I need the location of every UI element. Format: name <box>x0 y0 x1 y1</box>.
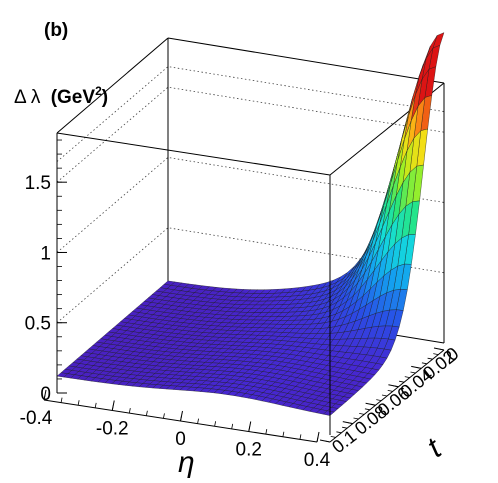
z-axis-symbol: Δ λ <box>14 87 41 108</box>
x-tick-label: 0.4 <box>304 450 331 471</box>
x-tick-label: 0.2 <box>236 440 262 461</box>
t-minor-tick <box>433 353 439 355</box>
x-tick-label: 0 <box>175 429 186 450</box>
t-minor-tick <box>364 408 370 411</box>
x-minor-tick <box>316 436 319 443</box>
z-axis-unit: (GeV <box>51 87 96 108</box>
z-gridline <box>56 157 445 253</box>
t-minor-tick <box>381 394 388 397</box>
x-minor-tick <box>299 434 302 440</box>
x-minor-tick <box>163 413 165 419</box>
z-axis-unit-sup: 2 <box>95 84 102 98</box>
t-minor-tick <box>342 426 348 429</box>
x-minor-tick <box>180 415 182 422</box>
gridlines <box>56 66 445 324</box>
z-gridline <box>56 227 445 324</box>
t-tick-label: 0.1 <box>328 426 360 457</box>
t-minor-tick <box>359 413 365 415</box>
t-minor-tick <box>353 417 359 420</box>
x-minor-tick <box>145 410 148 416</box>
t-minor-tick <box>410 371 416 374</box>
x-minor-tick <box>282 431 285 437</box>
t-minor-tick <box>347 422 353 424</box>
t-minor-tick <box>421 362 427 365</box>
z-tick-label: 1.5 <box>25 173 51 194</box>
x-minor-tick <box>214 421 217 427</box>
x-tick-label: -0.2 <box>96 419 129 440</box>
z-axis-title: Δ λ (GeV2) <box>14 84 108 108</box>
z-gridline <box>56 86 445 183</box>
top-left-edge <box>56 37 169 134</box>
x-minor-tick <box>43 394 46 401</box>
t-minor-tick <box>427 357 433 360</box>
z-tick-label: 0.5 <box>25 314 51 335</box>
t-minor-tick <box>376 399 382 401</box>
x-minor-tick <box>60 397 63 403</box>
t-minor-tick <box>416 367 422 369</box>
t-minor-tick <box>370 403 376 406</box>
t-minor-tick <box>399 380 405 383</box>
surface-mesh <box>56 32 445 416</box>
t-minor-tick <box>438 348 445 351</box>
x-minor-tick <box>197 418 199 424</box>
top-back-edge <box>167 37 445 84</box>
z-axis-unit-close: ) <box>102 87 108 108</box>
x-minor-tick <box>128 408 131 414</box>
x-minor-tick <box>77 400 80 406</box>
y-axis-title: t <box>421 431 448 464</box>
x-minor-tick <box>111 405 114 411</box>
t-minor-tick <box>330 436 336 438</box>
t-minor-tick <box>393 385 399 388</box>
axis-ticks: 00.511.5-0.4 -0.2 0 0.2 0.400.020.040.060.08… <box>20 139 462 471</box>
t-minor-tick <box>387 390 393 392</box>
t-minor-tick <box>324 440 331 443</box>
x-minor-tick <box>94 402 97 408</box>
top-front-edge <box>56 132 331 176</box>
z-gridline <box>56 66 445 162</box>
x-minor-tick <box>248 426 251 432</box>
surface-cell <box>56 372 69 378</box>
z-tick-label: 0 <box>40 384 51 405</box>
x-axis-title: η <box>178 446 195 479</box>
x-minor-tick <box>231 423 234 429</box>
panel-label: (b) <box>44 20 68 41</box>
x-minor-tick <box>265 429 268 435</box>
z-tick-label: 1 <box>40 243 51 264</box>
t-minor-tick <box>404 376 410 378</box>
x-tick-label: -0.4 <box>20 408 53 429</box>
t-minor-tick <box>336 431 342 434</box>
